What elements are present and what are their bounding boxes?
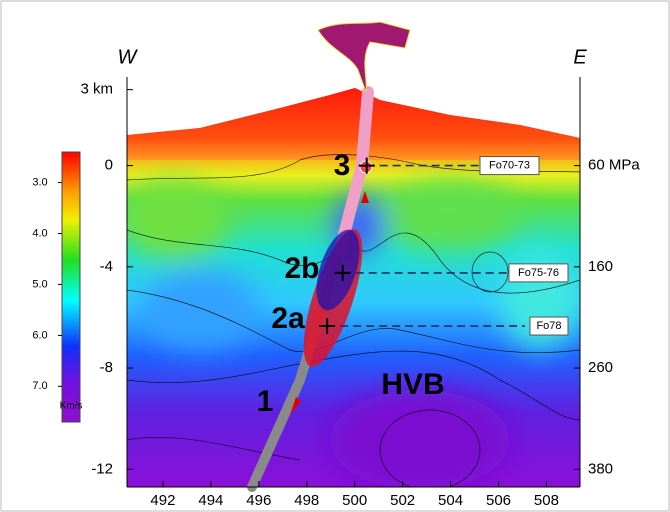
y-tick-label: 3 km — [80, 81, 113, 98]
y-tick-label: 0 — [105, 157, 113, 174]
x-tick-label: 500 — [342, 492, 367, 509]
colorbar-label: Km/s — [60, 401, 83, 412]
side-label: W — [118, 46, 139, 68]
x-tick-label: 496 — [246, 492, 271, 509]
side-label: E — [573, 46, 587, 68]
colorbar-tick-label: 6.0 — [32, 329, 47, 341]
y2-tick-label: 160 — [588, 258, 613, 275]
figure: W E Km/s 3 2b 2a 1 HVB (() => { const da… — [0, 0, 670, 512]
stage-label: 1 — [257, 385, 274, 418]
colorbar — [62, 152, 80, 422]
x-tick-label: 494 — [198, 492, 223, 509]
y-tick-label: -12 — [91, 460, 113, 477]
colorbar-tick-label: 7.0 — [32, 380, 47, 392]
sample-label: Fo75-76 — [518, 267, 559, 279]
x-tick-label: 508 — [534, 492, 559, 509]
y2-tick-label: 60 MPa — [588, 157, 640, 174]
stage-label: 2b — [284, 252, 319, 285]
x-tick-label: 504 — [438, 492, 463, 509]
x-tick-label: 498 — [294, 492, 319, 509]
stage-label: 2a — [271, 302, 305, 335]
y-tick-label: -8 — [100, 359, 113, 376]
colorbar-tick-label: 3.0 — [32, 176, 47, 188]
stage-label: 3 — [334, 149, 351, 182]
y-tick-label: -4 — [100, 258, 113, 275]
x-tick-label: 492 — [150, 492, 175, 509]
y2-tick-label: 380 — [588, 460, 613, 477]
y2-tick-label: 260 — [588, 359, 613, 376]
sample-label: Fo78 — [536, 320, 561, 332]
x-tick-label: 502 — [390, 492, 415, 509]
sample-label: Fo70-73 — [489, 159, 530, 171]
colorbar-tick-label: 5.0 — [32, 278, 47, 290]
x-tick-label: 506 — [486, 492, 511, 509]
region-label: HVB — [381, 368, 444, 401]
colorbar-tick-label: 4.0 — [32, 227, 47, 239]
